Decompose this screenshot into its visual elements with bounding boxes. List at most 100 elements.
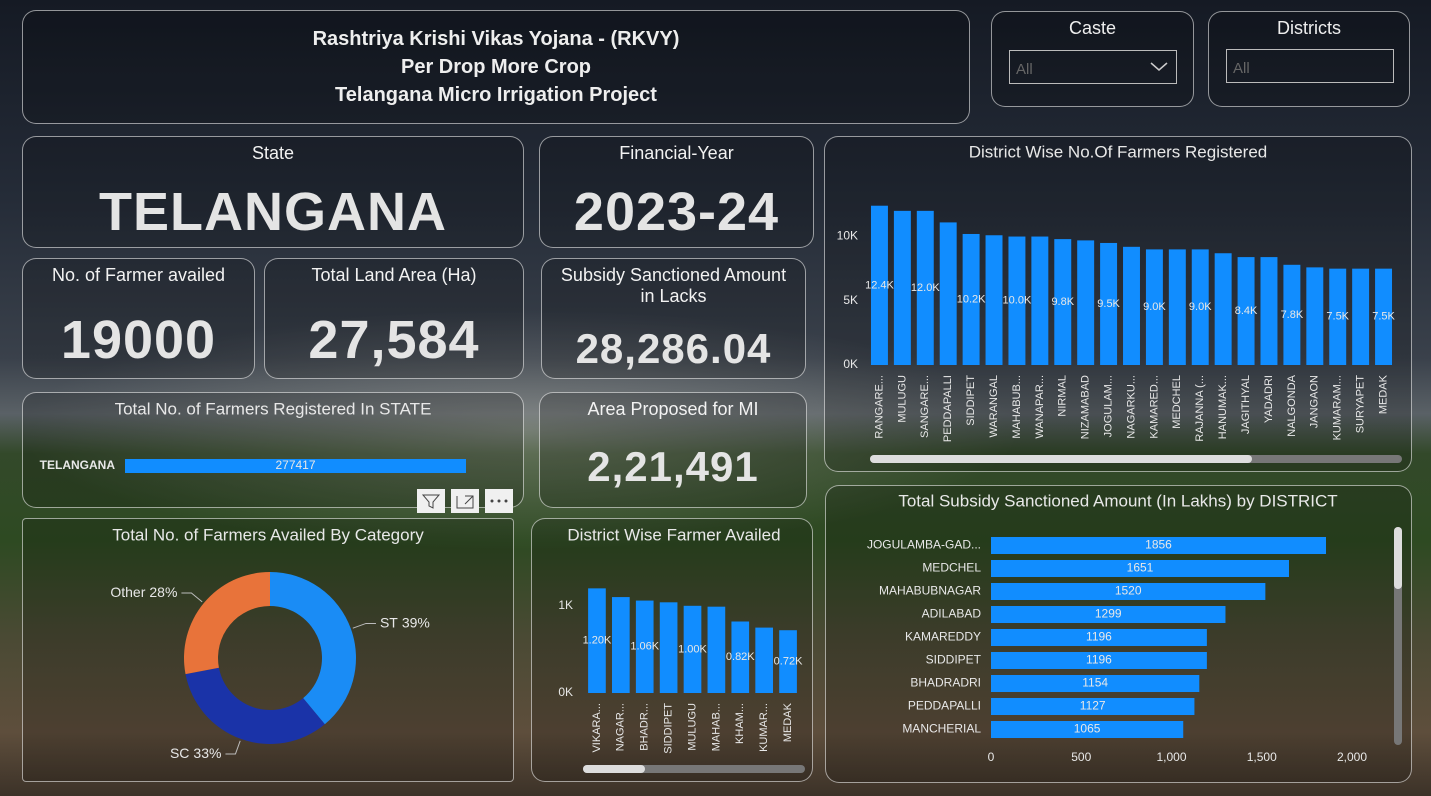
data-label: 7.8K <box>1281 309 1304 321</box>
dropdown[interactable]: All <box>1226 49 1394 83</box>
x-tick-label: SURYAPET <box>1355 375 1367 434</box>
x-tick-label: YADADRI <box>1263 375 1275 423</box>
card-title: State <box>251 143 295 163</box>
x-tick-label: NIZAMABAD <box>1080 375 1092 439</box>
data-label: 1856 <box>1145 538 1172 552</box>
scrollbar-thumb[interactable] <box>1394 527 1402 589</box>
data-label: 9.0K <box>1143 301 1166 313</box>
category-label: ST <box>380 614 398 630</box>
scrollbar-thumb[interactable] <box>870 455 1252 463</box>
category-label: Other <box>110 584 145 600</box>
data-label: 277417 <box>275 458 315 472</box>
x-tick-label: SANGARE... <box>919 375 931 438</box>
focus-glyph <box>456 495 474 509</box>
percent-label: 28% <box>149 584 177 600</box>
data-label: 1299 <box>1095 607 1122 621</box>
x-tick-label: PEDDAPALLI <box>942 375 954 442</box>
data-label: 12.4K <box>865 279 894 291</box>
x-tick-label: WARANGAL <box>988 375 1000 438</box>
bar <box>985 235 1003 365</box>
bar <box>1283 264 1301 365</box>
x-tick-label: SIDDIPET <box>965 375 977 426</box>
donut-slice <box>184 572 270 675</box>
data-label: 8.4K <box>1235 305 1258 317</box>
x-tick-label: BHADR... <box>639 703 651 751</box>
x-tick-label: MEDAK <box>782 702 794 742</box>
header-line: Rashtriya Krishi Vikas Yojana - (RKVY) <box>312 28 680 50</box>
x-tick-label: MEDAK <box>1377 374 1389 414</box>
filter-icon[interactable] <box>417 489 445 513</box>
x-tick-label: 2,000 <box>1337 750 1367 764</box>
bar <box>1260 257 1278 365</box>
card: State TELANGANA <box>22 136 524 248</box>
data-label: 10.0K <box>1003 295 1032 307</box>
y-tick-label: MANCHERIAL <box>902 722 981 736</box>
bar <box>1237 257 1255 365</box>
chart-panel <box>22 392 524 508</box>
bar <box>1329 268 1347 365</box>
bar <box>1306 267 1324 365</box>
chart-title: District Wise No.Of Farmers Registered <box>969 142 1268 161</box>
bar <box>991 605 1226 624</box>
y-tick-label: BHADRADRI <box>910 676 981 690</box>
x-tick-label: KUMARAM... <box>1332 375 1344 440</box>
card: No. of Farmer availed 19000 <box>22 258 255 379</box>
data-label: 1127 <box>1080 699 1106 713</box>
bar <box>1123 246 1140 365</box>
x-tick-label: HANUMAK... <box>1217 375 1229 439</box>
data-label: 1065 <box>1074 722 1101 736</box>
data-label: 1154 <box>1082 676 1108 690</box>
dropdown[interactable]: All <box>1009 50 1177 84</box>
scrollbar-thumb[interactable] <box>583 765 645 773</box>
leader-line <box>352 622 376 629</box>
x-tick-label: NALGONDA <box>1286 374 1298 436</box>
data-label: 9.8K <box>1051 296 1074 308</box>
chart-title: District Wise Farmer Availed <box>567 525 780 544</box>
more-glyph <box>490 499 508 503</box>
bar <box>991 628 1207 647</box>
leader-line <box>181 592 203 603</box>
chart-title: Total Subsidy Sanctioned Amount (In Lakh… <box>898 491 1337 510</box>
card-value: TELANGANA <box>99 182 447 242</box>
data-label: 12.0K <box>911 282 940 294</box>
donut-slice <box>185 667 325 745</box>
data-label: 1196 <box>1086 653 1112 667</box>
x-tick-label: VIKARA... <box>591 703 603 753</box>
bar <box>870 205 888 365</box>
data-label: ST 39% <box>380 614 430 630</box>
caste-slicer[interactable]: Caste All <box>991 11 1194 107</box>
chart-title: Total No. of Farmers Registered In STATE <box>115 399 432 418</box>
y-tick-label: MEDCHEL <box>922 561 981 575</box>
chevron <box>1150 62 1168 71</box>
bar <box>659 602 678 693</box>
x-tick-label: MULUGU <box>686 703 698 751</box>
slicer-value: All <box>1016 61 1033 78</box>
header-line: Telangana Micro Irrigation Project <box>335 84 657 106</box>
y-tick-label: ADILABAD <box>922 607 982 621</box>
scrollbars <box>583 455 1402 773</box>
card-title: Subsidy Sanctioned Amount in Lacks <box>560 265 787 306</box>
percent-label: 33% <box>193 745 221 761</box>
bar <box>683 605 702 693</box>
districts-slicer[interactable]: Districts All <box>1208 11 1410 107</box>
data-label: 1.06K <box>630 641 659 653</box>
bar <box>1008 236 1026 365</box>
focus-icon[interactable] <box>451 489 479 513</box>
y-tick-label: 5K <box>843 293 858 307</box>
bar <box>1031 236 1049 365</box>
slicer-value: All <box>1233 60 1250 77</box>
x-tick-label: 500 <box>1071 750 1091 764</box>
x-tick-label: 1,500 <box>1247 750 1277 764</box>
y-tick-label: SIDDIPET <box>926 653 982 667</box>
y-tick-label: JOGULAMBA-GAD... <box>867 538 981 552</box>
data-label: 10.2K <box>957 293 986 305</box>
y-tick-label: KAMAREDDY <box>905 630 981 644</box>
bar <box>125 459 466 473</box>
data-label: 0.82K <box>726 651 755 663</box>
slicer-title: Districts <box>1277 18 1341 38</box>
header-panel: Rashtriya Krishi Vikas Yojana - (RKVY) P… <box>22 10 970 124</box>
x-tick-label: NAGAR... <box>615 703 627 751</box>
slicer-title: Caste <box>1068 18 1117 38</box>
x-tick-label: JAGITHYAL <box>1240 375 1252 434</box>
y-tick-label: 1K <box>558 598 573 612</box>
